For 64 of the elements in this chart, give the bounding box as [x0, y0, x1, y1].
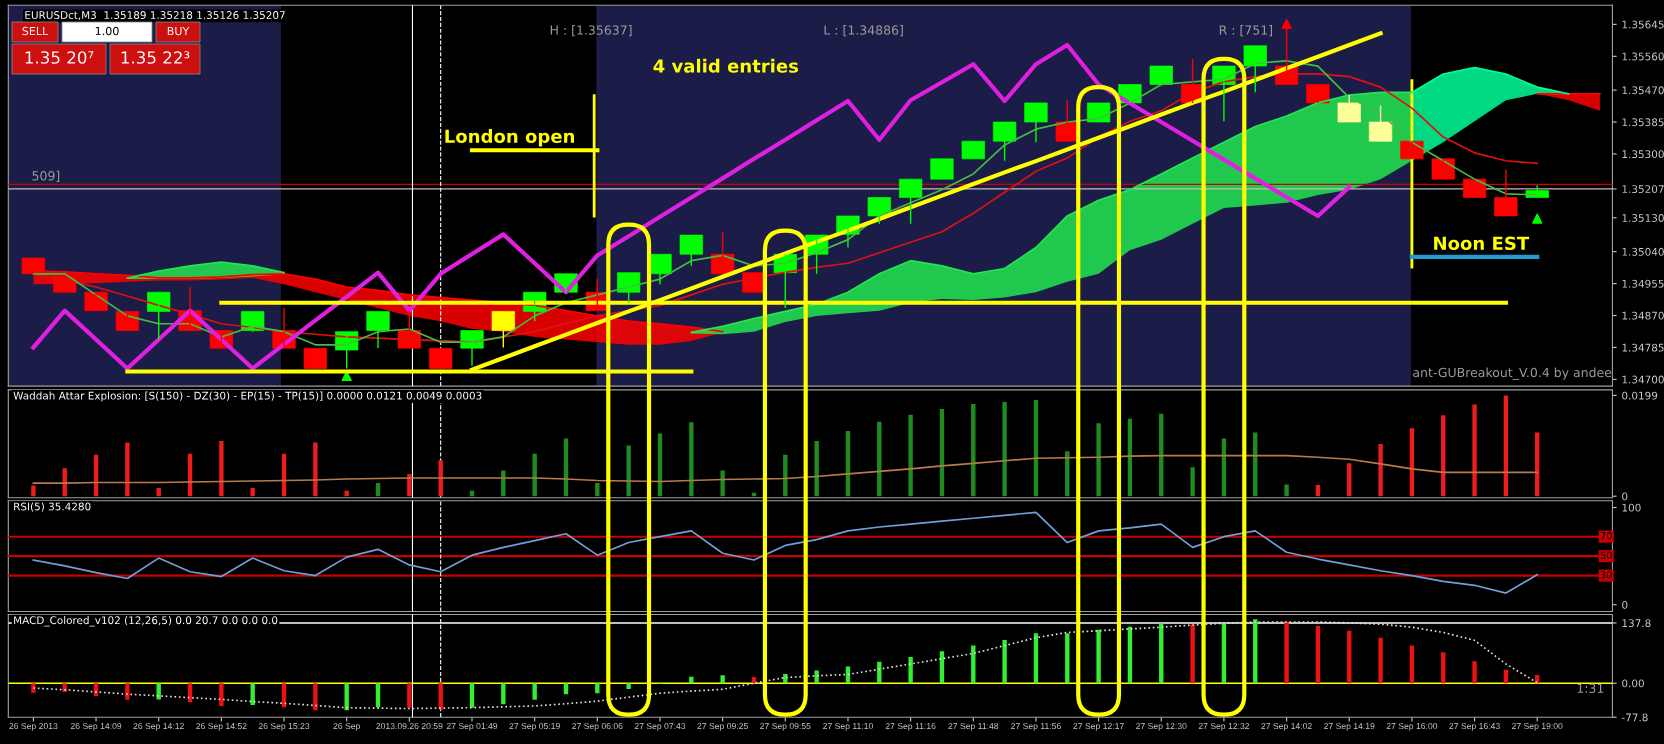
y-tick-label: 1.35207 — [1622, 185, 1664, 194]
annotation: R : [751] — [1219, 25, 1273, 37]
y-tick-label: 0 — [1622, 492, 1628, 501]
y-tick-label: 1.35645 — [1622, 20, 1664, 29]
annotation: 1.35 20⁷ — [25, 51, 94, 64]
x-tick-label: 27 Sep 14:19 — [1324, 723, 1375, 731]
y-tick-label: 137.8 — [1622, 619, 1651, 628]
y-tick-label: 1.34955 — [1622, 279, 1664, 288]
x-tick-label: 27 Sep 14:02 — [1261, 723, 1312, 731]
annotation: L : [1.34886] — [824, 25, 903, 37]
annotation: BUY — [167, 26, 190, 36]
y-tick-label: 0.00 — [1622, 679, 1644, 688]
y-tick-label: 0.0199 — [1622, 391, 1658, 400]
chart-title: EURUSDct,M3 1.35189 1.35218 1.35126 1.35207 — [25, 11, 285, 21]
chart-title: MACD_Colored_v102 (12,26,5) 0.0 20.7 0.0 0.0 0.0 — [14, 616, 278, 627]
annotation: SELL — [22, 26, 49, 36]
x-tick-label: 27 Sep 06:06 — [572, 723, 623, 731]
x-tick-label: 27 Sep 11:16 — [885, 723, 936, 731]
x-tick-label: 2013.09.26 20:59 — [376, 723, 443, 730]
x-tick-label: 27 Sep 12:30 — [1136, 723, 1187, 731]
x-tick-label: 27 Sep 12:32 — [1198, 723, 1250, 731]
annotation: Noon EST — [1434, 236, 1530, 251]
y-tick-label: 1.34870 — [1622, 311, 1664, 320]
y-tick-label: 1.35130 — [1622, 214, 1664, 222]
annotation: ant-GUBreakout_V.0.4 by andee — [1413, 367, 1612, 380]
annotation: 1:31 — [1577, 683, 1604, 694]
x-tick-label: 27 Sep 01:49 — [446, 723, 498, 731]
y-tick-label: 0 — [1622, 600, 1628, 609]
ref-line-label: 30 — [1600, 571, 1612, 579]
x-tick-label: 26 Sep 14:12 — [133, 723, 184, 731]
ref-line-label: 70 — [1600, 532, 1612, 540]
x-tick-label: 26 Sep 15:23 — [258, 723, 310, 731]
y-tick-label: 1.35560 — [1622, 52, 1664, 61]
y-tick-label: 1.34700 — [1622, 375, 1664, 384]
x-tick-label: 27 Sep 16:43 — [1449, 723, 1500, 731]
annotation: 1.00 — [95, 26, 119, 36]
annotation: 1.35 22³ — [121, 51, 190, 64]
chart-title: RSI(5) 35.4280 — [14, 502, 91, 512]
x-tick-label: 26 Sep 2013 — [9, 723, 58, 731]
x-tick-label: 27 Sep 12:17 — [1073, 723, 1124, 731]
x-tick-label: 27 Sep 07:43 — [634, 723, 686, 731]
x-tick-label: 26 Sep 14:09 — [70, 723, 122, 731]
x-tick-label: 27 Sep 16:00 — [1386, 723, 1438, 731]
y-tick-label: 1.34785 — [1622, 343, 1664, 352]
ref-line-label: 50 — [1600, 551, 1612, 559]
x-tick-label: 27 Sep 11:48 — [948, 723, 999, 731]
chart-title: Waddah Attar Explosion: [S(150) - DZ(30) - EP(15) - TP(15)] 0.0000 0.0121 0.0049 0.0003 — [13, 391, 482, 402]
x-tick-label: 27 Sep 11:10 — [823, 723, 873, 731]
y-tick-label: 1.35385 — [1622, 118, 1664, 127]
y-tick-label: -77.8 — [1621, 713, 1648, 722]
y-tick-label: 1.35300 — [1622, 150, 1664, 159]
x-tick-label: 26 Sep 14:52 — [196, 723, 247, 731]
x-tick-label: 27 Sep 11:56 — [1011, 723, 1061, 731]
y-tick-label: 100 — [1622, 503, 1641, 512]
x-tick-label: 27 Sep 09:25 — [697, 723, 748, 731]
annotation: London open — [445, 129, 575, 147]
x-tick-label: 27 Sep 19:00 — [1512, 723, 1563, 731]
annotation: 509] — [32, 170, 60, 182]
y-tick-label: 1.35040 — [1622, 247, 1664, 256]
x-tick-label: 26 Sep — [333, 723, 360, 731]
x-tick-label: 27 Sep 09:55 — [760, 723, 811, 731]
annotation: 4 valid entries — [653, 58, 799, 73]
y-tick-label: 1.35470 — [1622, 86, 1664, 95]
x-tick-label: 27 Sep 05:19 — [509, 723, 560, 731]
